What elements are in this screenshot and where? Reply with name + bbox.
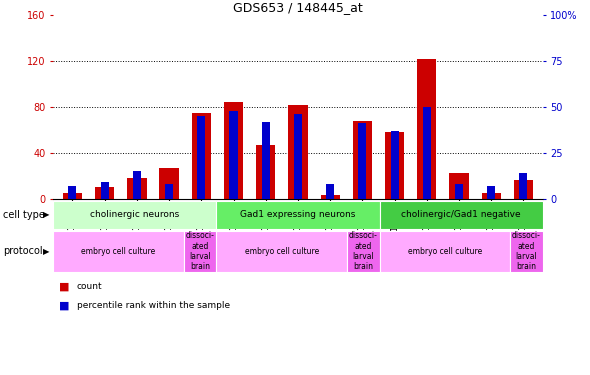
Bar	[481, 193, 501, 199]
Bar	[455, 184, 463, 199]
Text: Gad1 expressing neurons: Gad1 expressing neurons	[240, 210, 356, 219]
Bar	[217, 231, 347, 272]
Bar	[417, 58, 437, 199]
Bar	[519, 173, 527, 199]
Bar	[159, 168, 179, 199]
Text: embryo cell culture: embryo cell culture	[244, 247, 319, 256]
Bar	[379, 231, 510, 272]
Text: ▶: ▶	[42, 210, 49, 219]
Bar	[326, 184, 334, 199]
Text: ▶: ▶	[42, 247, 49, 256]
Bar	[262, 122, 270, 199]
Bar	[224, 102, 243, 199]
Bar	[95, 187, 114, 199]
Text: dissoci-
ated
larval
brain: dissoci- ated larval brain	[349, 231, 378, 272]
Bar	[53, 231, 183, 272]
Bar	[385, 132, 404, 199]
Text: cholinergic/Gad1 negative: cholinergic/Gad1 negative	[401, 210, 521, 219]
Text: cholinergic neurons: cholinergic neurons	[90, 210, 179, 219]
Bar	[256, 145, 276, 199]
Text: percentile rank within the sample: percentile rank within the sample	[77, 301, 230, 310]
Text: count: count	[77, 282, 102, 291]
Text: embryo cell culture: embryo cell culture	[408, 247, 482, 256]
Title: GDS653 / 148445_at: GDS653 / 148445_at	[233, 1, 363, 14]
Bar	[165, 184, 173, 199]
Bar	[294, 114, 302, 199]
Bar	[53, 201, 217, 229]
Bar	[450, 174, 468, 199]
Bar	[353, 121, 372, 199]
Bar	[197, 116, 205, 199]
Bar	[347, 231, 379, 272]
Bar	[358, 123, 366, 199]
Bar	[230, 111, 238, 199]
Bar	[423, 107, 431, 199]
Bar	[379, 201, 543, 229]
Bar	[217, 201, 379, 229]
Bar	[391, 131, 399, 199]
Text: dissoci-
ated
larval
brain: dissoci- ated larval brain	[186, 231, 214, 272]
Bar	[192, 112, 211, 199]
Text: embryo cell culture: embryo cell culture	[81, 247, 156, 256]
Bar	[127, 178, 146, 199]
Text: protocol: protocol	[3, 246, 42, 256]
Text: cell type: cell type	[3, 210, 45, 220]
Bar	[514, 180, 533, 199]
Bar	[133, 171, 141, 199]
Bar	[101, 182, 109, 199]
Bar	[183, 231, 217, 272]
Text: dissoci-
ated
larval
brain: dissoci- ated larval brain	[512, 231, 541, 272]
Bar	[63, 193, 82, 199]
Text: ■: ■	[59, 282, 70, 292]
Bar	[289, 105, 307, 199]
Bar	[68, 186, 77, 199]
Bar	[510, 231, 543, 272]
Text: ■: ■	[59, 301, 70, 310]
Bar	[487, 186, 495, 199]
Bar	[320, 195, 340, 199]
